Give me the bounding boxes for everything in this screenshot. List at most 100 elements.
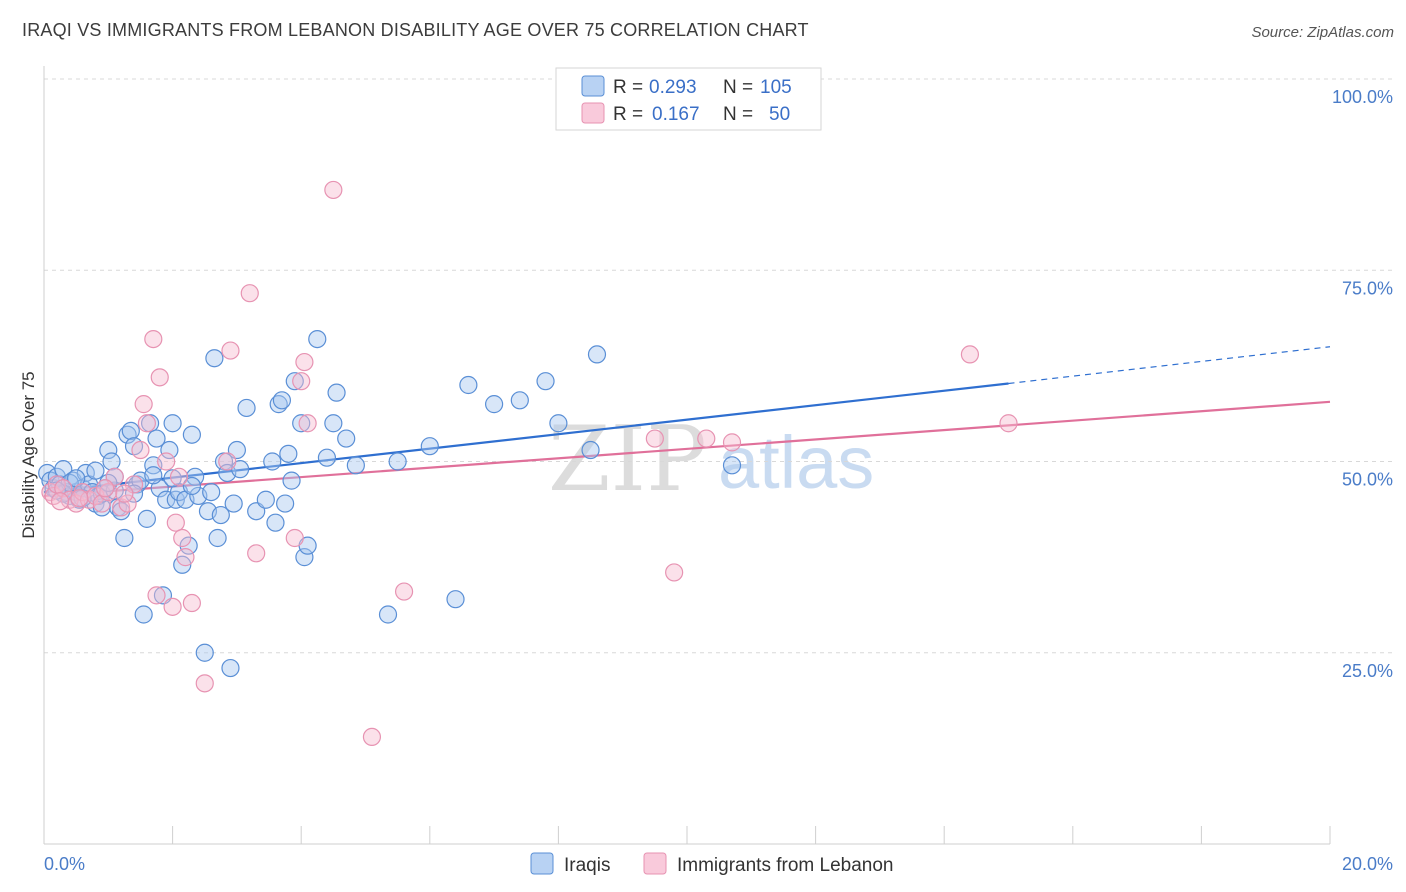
point-iraqis	[124, 484, 144, 503]
point-iraqis	[163, 414, 182, 433]
point-iraqis	[147, 429, 166, 448]
point-iraqis	[134, 605, 153, 624]
point-iraqis	[208, 528, 227, 548]
legend-swatch-pink	[581, 102, 605, 124]
point-iraqis	[266, 513, 285, 532]
point-lebanon	[173, 528, 192, 548]
point-iraqis	[587, 345, 607, 364]
legend-swatch-iraqis	[530, 852, 554, 875]
x-tick-min: 0.0%	[44, 854, 85, 874]
legend-r-value-blue: 0.293	[649, 77, 697, 98]
y-tick-label: 100.0%	[1332, 87, 1393, 107]
legend-r-label-blue: R =	[613, 77, 643, 98]
legend-label-iraqis: Iraqis	[564, 855, 610, 876]
point-lebanon	[221, 341, 240, 360]
point-lebanon	[92, 494, 111, 513]
point-iraqis	[279, 444, 298, 463]
y-axis-label: Disability Age Over 75	[19, 371, 38, 538]
gridlines	[44, 78, 1393, 654]
point-lebanon	[999, 414, 1018, 433]
point-iraqis	[459, 375, 478, 395]
x-tick-max: 20.0%	[1342, 854, 1393, 874]
point-iraqis	[237, 398, 256, 418]
point-lebanon	[362, 727, 382, 747]
point-lebanon	[960, 345, 980, 364]
point-iraqis	[224, 494, 243, 513]
point-iraqis	[86, 461, 105, 480]
point-iraqis	[102, 452, 121, 471]
watermark-zip: ZIP	[548, 407, 707, 512]
legend-n-value-blue: 105	[760, 77, 792, 98]
source-credit: Source: ZipAtlas.com	[1251, 24, 1394, 41]
point-iraqis	[446, 590, 465, 609]
correlation-legend: R = 0.293 N = 105 R = 0.167 N = 50	[555, 67, 822, 131]
watermark-atlas: atlas	[718, 421, 874, 504]
point-iraqis	[160, 440, 179, 460]
point-iraqis	[205, 349, 224, 368]
point-iraqis	[549, 414, 568, 433]
trend-lines	[43, 346, 1331, 498]
point-lebanon	[169, 467, 189, 486]
point-iraqis	[99, 440, 118, 460]
point-lebanon	[144, 330, 163, 349]
point-iraqis	[317, 448, 337, 467]
point-iraqis	[182, 425, 201, 444]
point-iraqis	[137, 509, 156, 528]
point-lebanon	[115, 484, 134, 503]
point-lebanon	[195, 674, 214, 693]
point-lebanon	[292, 372, 311, 391]
series-legend: Iraqis Immigrants from Lebanon	[530, 852, 894, 876]
point-lebanon	[295, 352, 314, 372]
legend-n-label-blue: N =	[723, 77, 753, 98]
trend-line-iraqis	[43, 382, 1009, 494]
legend-label-lebanon: Immigrants from Lebanon	[677, 855, 894, 876]
point-lebanon	[324, 180, 343, 200]
point-iraqis	[420, 437, 439, 456]
point-iraqis	[378, 605, 398, 624]
legend-r-value-pink: 0.167	[652, 104, 700, 125]
point-iraqis	[485, 395, 504, 414]
trend-extension-iraqis	[1008, 346, 1331, 385]
y-tick-labels: 25.0% 50.0% 75.0% 100.0%	[1332, 87, 1393, 681]
point-lebanon	[240, 284, 259, 303]
point-iraqis	[308, 330, 327, 349]
point-iraqis	[510, 391, 529, 410]
point-lebanon	[182, 593, 201, 613]
point-lebanon	[134, 395, 153, 414]
y-tick-label: 50.0%	[1342, 470, 1393, 490]
point-lebanon	[95, 479, 115, 498]
point-iraqis	[221, 658, 240, 678]
point-iraqis	[285, 372, 304, 391]
point-iraqis	[121, 421, 140, 440]
point-iraqis	[202, 483, 221, 502]
point-lebanon	[285, 528, 304, 548]
point-iraqis	[115, 528, 134, 548]
point-lebanon	[218, 452, 237, 471]
legend-n-label-pink: N =	[723, 104, 753, 125]
point-iraqis	[295, 548, 314, 567]
point-iraqis	[581, 440, 600, 460]
point-lebanon	[124, 475, 144, 494]
point-iraqis	[272, 391, 292, 410]
point-iraqis	[211, 505, 230, 525]
point-lebanon	[157, 452, 176, 471]
point-lebanon	[298, 414, 317, 433]
point-iraqis	[263, 452, 282, 471]
point-iraqis	[144, 466, 163, 485]
point-lebanon	[697, 429, 716, 448]
point-lebanon	[176, 548, 195, 567]
point-lebanon	[70, 489, 89, 508]
legend-n-value-pink: 50	[769, 104, 790, 125]
trend-line-lebanon	[43, 400, 1331, 498]
point-lebanon	[150, 368, 169, 387]
legend-swatch-lebanon	[643, 852, 667, 875]
point-lebanon	[722, 433, 742, 452]
point-iraqis	[722, 456, 742, 475]
point-lebanon	[665, 563, 684, 582]
point-lebanon	[137, 414, 156, 433]
point-lebanon	[394, 582, 414, 601]
point-iraqis	[346, 456, 365, 475]
point-iraqis	[195, 643, 214, 662]
scatter-points	[38, 180, 1018, 747]
